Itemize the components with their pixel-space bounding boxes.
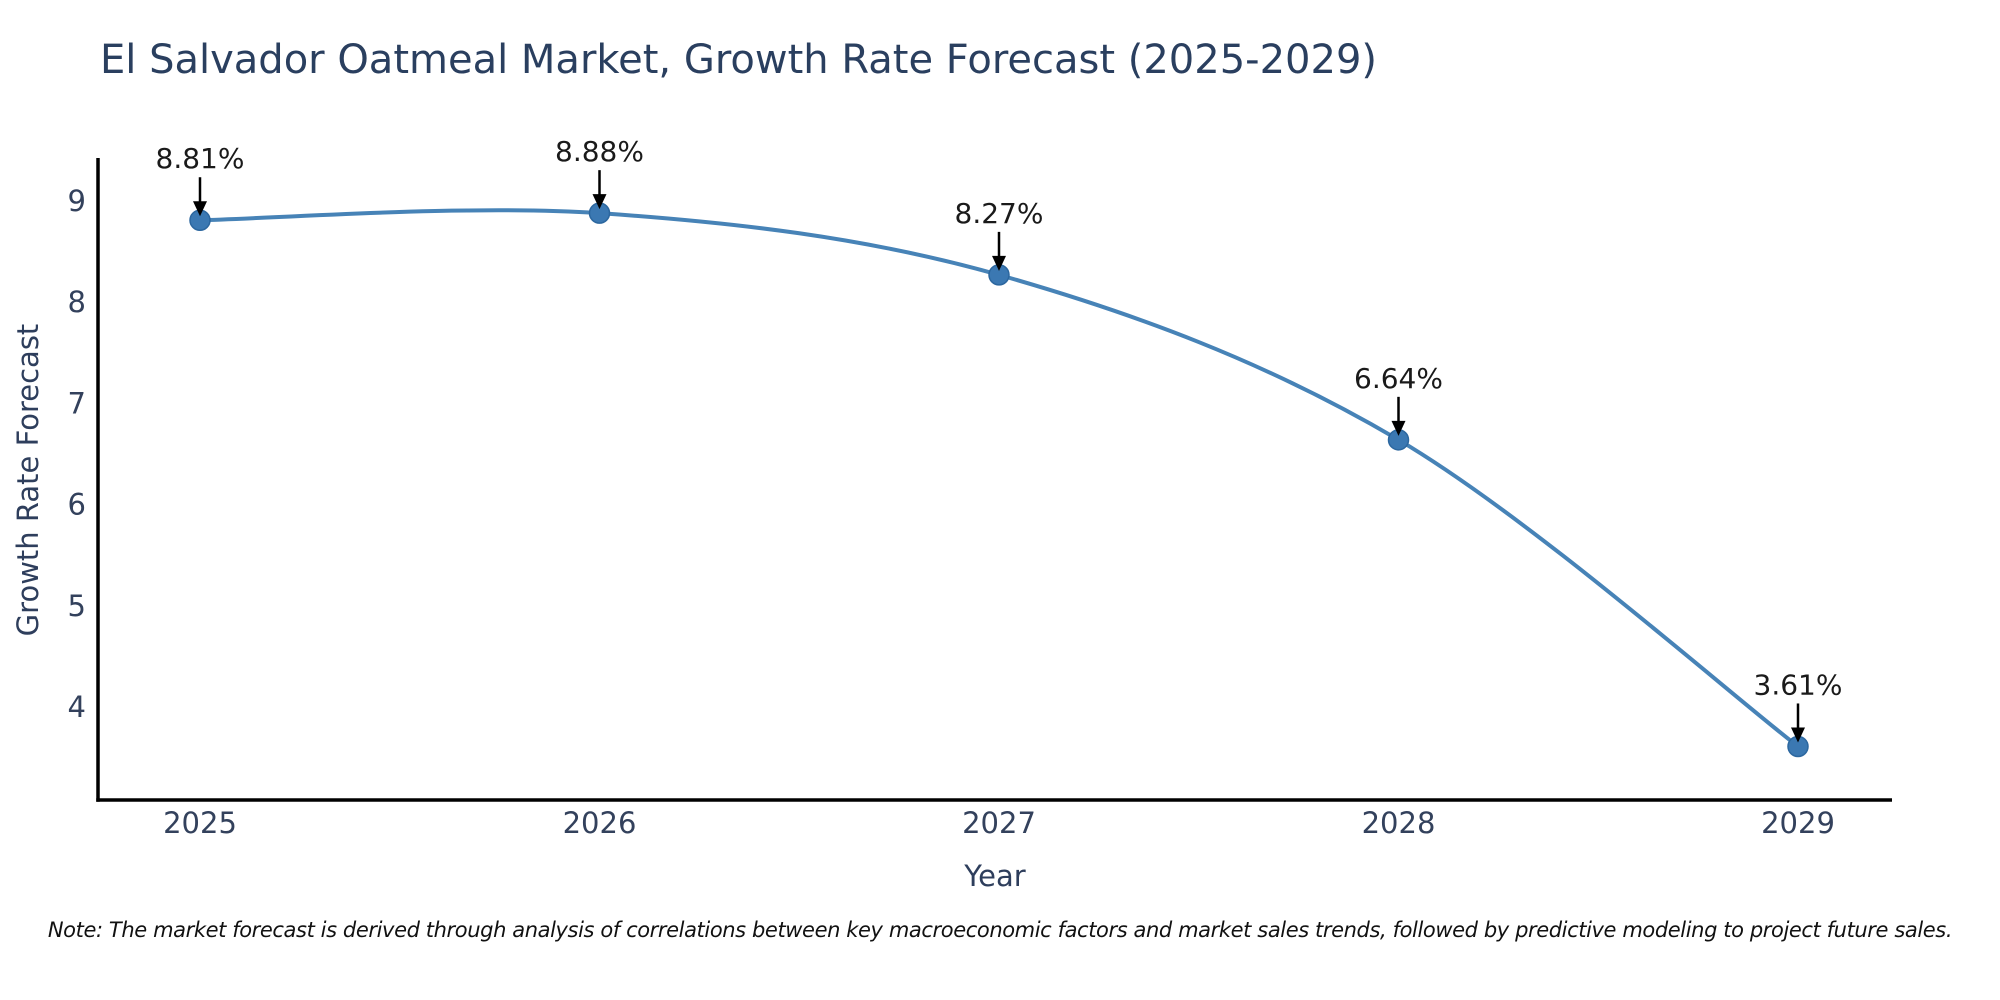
x-tick-label: 2029 — [1761, 806, 1835, 840]
chart-title: El Salvador Oatmeal Market, Growth Rate … — [100, 37, 1377, 83]
y-tick-label: 7 — [68, 386, 86, 420]
y-tick-label: 6 — [68, 488, 86, 522]
annotation-arrow-head-icon — [592, 194, 607, 210]
annotation-arrow-head-icon — [1791, 727, 1805, 743]
annotation-arrow-head-icon — [193, 201, 207, 217]
annotation-arrow-head-icon — [992, 255, 1006, 271]
y-tick-label: 8 — [68, 285, 86, 319]
x-tick-label: 2026 — [563, 806, 637, 840]
x-tick-label: 2025 — [163, 806, 237, 840]
x-axis-title: Year — [963, 859, 1025, 893]
y-axis-title: Growth Rate Forecast — [11, 324, 45, 637]
x-tick-label: 2028 — [1362, 806, 1436, 840]
annotation-arrow-head-icon — [1391, 420, 1406, 436]
annotation-label: 6.64% — [1354, 362, 1443, 395]
y-tick-label: 5 — [68, 589, 86, 623]
annotation-label: 8.81% — [156, 142, 245, 175]
y-tick-label: 4 — [68, 690, 86, 724]
footnote-text: Note: The market forecast is derived thr… — [47, 918, 1953, 942]
annotation-label: 8.27% — [955, 197, 1044, 230]
y-tick-label: 9 — [68, 184, 86, 218]
x-tick-label: 2027 — [962, 806, 1036, 840]
annotation-label: 8.88% — [555, 135, 644, 168]
forecast-line — [198, 208, 1800, 749]
annotation-label: 3.61% — [1754, 668, 1843, 701]
